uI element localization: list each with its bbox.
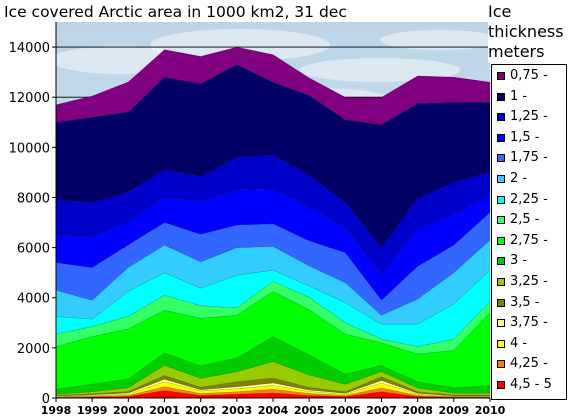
x-tick-label: 2005 (294, 404, 325, 416)
legend-item: 4,25 - (496, 356, 566, 372)
legend-swatch (497, 236, 505, 245)
x-tick-label: 2004 (258, 404, 289, 416)
legend-label: 1,25 - (510, 109, 548, 125)
legend-swatch (497, 319, 505, 328)
legend-item: 3,75 - (496, 315, 566, 331)
cloud-shape (380, 30, 500, 50)
legend-label: 1,5 - (510, 129, 540, 145)
legend-label: 2,5 - (510, 212, 540, 228)
y-tick-label: 14000 (9, 41, 50, 56)
x-tick-label: 2007 (366, 404, 397, 416)
legend-label: 4,25 - (510, 356, 548, 372)
legend-swatch (497, 92, 505, 101)
legend-title-line: Ice (488, 2, 512, 21)
y-tick-label: 10000 (9, 141, 50, 156)
legend-swatch (497, 298, 505, 307)
legend-label: 2 - (510, 171, 528, 186)
y-tick-label: 6000 (17, 242, 50, 257)
legend-swatch (497, 72, 505, 80)
area-series (55, 46, 491, 399)
legend-item: 1 - (496, 89, 566, 105)
legend-swatch (497, 360, 505, 369)
y-tick-label: 4000 (17, 292, 50, 307)
axes (52, 22, 491, 402)
legend-label: 0,75 - (510, 68, 548, 83)
legend-item: 4,5 - 5 (496, 377, 566, 393)
x-tick-label: 1998 (41, 404, 72, 416)
legend-item: 2 - (496, 171, 566, 187)
legend-label: 1 - (510, 88, 528, 104)
x-tick-labels: 1998 1999 2000 2001 2002 2003 2004 2005 2006 2007… (41, 404, 506, 416)
chart-title: Ice covered Arctic area in 1000 km2, 31 … (4, 2, 400, 22)
legend-label: 4 - (510, 335, 528, 351)
legend-label: 3,25 - (510, 274, 548, 289)
legend-item: 4 - (496, 336, 566, 352)
x-tick-label: 2008 (402, 404, 433, 416)
x-tick-label: 2006 (330, 404, 361, 416)
legend-item: 0,75 - (496, 68, 566, 84)
legend-label: 1,75 - (510, 150, 548, 166)
legend: 0,75 - 1 - 1,25 - 1,5 - 1,75 - 2 - 2,25 - 2,5 -… (491, 64, 567, 400)
x-tick-label: 2010 (475, 404, 506, 416)
y-tick-label: 12000 (9, 91, 50, 106)
legend-item: 2,5 - (496, 212, 566, 228)
x-tick-label: 2009 (439, 404, 470, 416)
legend-swatch (497, 195, 505, 204)
legend-swatch (497, 133, 505, 142)
legend-item: 1,75 - (496, 150, 566, 166)
area-series-0-75 (55, 46, 491, 125)
x-tick-label: 1999 (77, 404, 108, 416)
y-tick-label: 0 (42, 392, 50, 407)
legend-label: 3,75 - (510, 315, 548, 331)
legend-swatch (497, 216, 505, 225)
legend-title-line: thickness (488, 22, 564, 41)
legend-label: 2,25 - (510, 191, 548, 207)
x-tick-label: 2001 (149, 404, 180, 416)
legend-swatch (497, 278, 505, 286)
legend-item: 3,25 - (496, 274, 566, 290)
x-tick-label: 2000 (113, 404, 144, 416)
legend-swatch (497, 257, 505, 266)
legend-swatch (497, 113, 505, 122)
legend-item: 1,25 - (496, 109, 566, 125)
legend-item: 2,75 - (496, 233, 566, 249)
legend-label: 3,5 - (510, 294, 540, 310)
y-tick-label: 2000 (17, 342, 50, 357)
legend-label: 2,75 - (510, 232, 548, 248)
legend-swatch (497, 339, 505, 348)
legend-label: 4,5 - 5 (510, 377, 552, 392)
legend-label: 3 - (510, 253, 528, 269)
legend-swatch (497, 154, 505, 163)
x-tick-label: 2003 (222, 404, 253, 416)
legend-swatch (497, 381, 505, 389)
x-tick-label: 2002 (185, 404, 216, 416)
legend-title: Ice thickness meters (488, 2, 572, 62)
cloud-shape (150, 29, 330, 61)
legend-title-line: meters (488, 42, 545, 61)
legend-swatch (497, 175, 505, 183)
legend-item: 1,5 - (496, 130, 566, 146)
legend-item: 2,25 - (496, 192, 566, 208)
y-tick-label: 8000 (17, 191, 50, 206)
legend-item: 3 - (496, 253, 566, 269)
legend-item: 3,5 - (496, 295, 566, 311)
y-tick-labels: 0 2000 4000 6000 8000 10000 12000 14000 (9, 41, 50, 407)
